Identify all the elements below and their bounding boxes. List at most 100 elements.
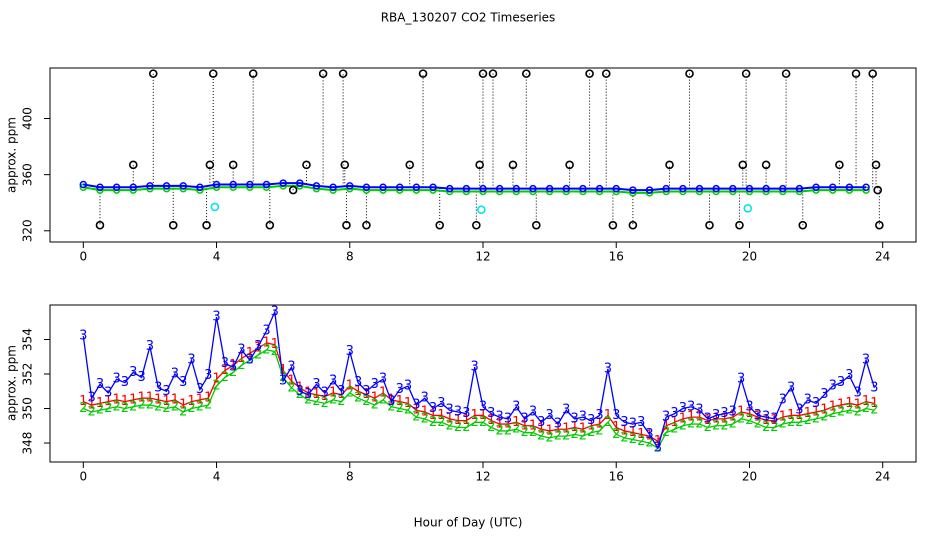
point-marker: 1 <box>795 408 803 423</box>
point-marker: 1 <box>487 413 495 428</box>
point-marker: 1 <box>512 415 520 430</box>
outlier-point <box>362 220 371 230</box>
data-point <box>346 182 354 190</box>
data-point <box>246 180 254 189</box>
point-marker: 2 <box>520 425 528 440</box>
point-marker: 3 <box>221 356 229 371</box>
point-marker: 2 <box>437 415 445 430</box>
point-marker: 1 <box>504 417 512 432</box>
point-marker: 1 <box>471 408 479 423</box>
point-marker: 3 <box>387 394 395 409</box>
data-point <box>429 183 437 192</box>
point-marker: 3 <box>246 353 254 368</box>
point-marker: 3 <box>329 373 337 388</box>
point-marker: 2 <box>87 404 95 419</box>
point-marker: 1 <box>579 422 587 437</box>
point-marker: 2 <box>237 358 245 373</box>
data-point <box>79 183 88 192</box>
point-marker: 3 <box>412 398 420 413</box>
point-marker: 3 <box>770 411 778 426</box>
point-marker: 2 <box>137 398 145 413</box>
data-point <box>479 184 487 193</box>
point-marker: 1 <box>154 392 162 407</box>
point-marker: 2 <box>837 404 845 419</box>
point-marker: 2 <box>104 401 112 416</box>
point-marker: 1 <box>629 425 637 440</box>
point-marker: 2 <box>570 427 578 442</box>
flagged-point <box>210 202 220 212</box>
outlier-point <box>95 220 105 230</box>
outlier-point <box>665 160 674 170</box>
point-marker: 1 <box>146 391 154 406</box>
point-marker: 2 <box>620 430 628 445</box>
point-marker: 3 <box>820 387 828 402</box>
point-marker: 2 <box>870 403 878 418</box>
point-marker: 1 <box>254 341 262 356</box>
x-axis-label: Hour of Day (UTC) <box>414 516 523 530</box>
point-marker: 3 <box>321 385 329 400</box>
point-marker: 2 <box>479 415 487 430</box>
point-marker: 2 <box>454 420 462 435</box>
point-marker: 2 <box>162 401 170 416</box>
point-marker: 3 <box>254 339 262 354</box>
point-marker: 3 <box>396 382 404 397</box>
point-marker: 2 <box>346 385 354 400</box>
point-marker: 3 <box>729 404 737 419</box>
point-marker: 3 <box>204 368 212 383</box>
point-marker: 2 <box>595 423 603 438</box>
point-marker: 2 <box>229 365 237 380</box>
point-marker: 2 <box>504 423 512 438</box>
data-point <box>329 183 337 192</box>
point-marker: 1 <box>804 406 812 421</box>
point-marker: 1 <box>687 410 695 425</box>
point-marker: 1 <box>129 392 137 407</box>
point-marker: 1 <box>562 422 570 437</box>
point-marker: 3 <box>429 401 437 416</box>
point-marker: 3 <box>262 323 270 338</box>
flagged-point <box>477 205 486 215</box>
data-point <box>212 180 221 189</box>
point-marker: 2 <box>154 399 162 414</box>
point-marker: 2 <box>820 410 828 425</box>
point-marker: 1 <box>104 394 112 409</box>
point-marker: 1 <box>695 410 703 425</box>
x-tick-label: 24 <box>875 470 890 484</box>
point-marker: 2 <box>487 420 495 435</box>
x-tick-label: 0 <box>79 250 87 264</box>
point-marker: 1 <box>87 398 95 413</box>
point-marker: 2 <box>262 342 270 357</box>
point-marker: 3 <box>845 368 853 383</box>
point-marker: 2 <box>579 429 587 444</box>
point-marker: 2 <box>387 399 395 414</box>
point-marker: 1 <box>737 404 745 419</box>
point-marker: 3 <box>504 411 512 426</box>
point-marker: 1 <box>321 389 329 404</box>
outlier-point <box>128 160 138 170</box>
y-tick-label: 320 <box>21 219 35 242</box>
outlier-point <box>628 220 638 230</box>
y-tick-label: 350 <box>21 397 35 420</box>
point-marker: 2 <box>96 403 104 418</box>
point-marker: 1 <box>570 420 578 435</box>
point-marker: 2 <box>421 411 429 426</box>
point-marker: 2 <box>221 370 229 385</box>
chart-title: RBA_130207 CO2 Timeseries <box>381 11 556 25</box>
point-marker: 3 <box>379 372 387 387</box>
point-marker: 1 <box>779 410 787 425</box>
point-marker: 2 <box>587 425 595 440</box>
y-tick-label: 360 <box>21 163 35 186</box>
point-marker: 2 <box>554 429 562 444</box>
x-tick-label: 12 <box>475 470 490 484</box>
point-marker: 1 <box>529 418 537 433</box>
outlier-point <box>601 69 611 78</box>
point-marker: 1 <box>537 422 545 437</box>
point-marker: 1 <box>820 403 828 418</box>
point-marker: 1 <box>704 413 712 428</box>
plot-area: 1 1 1 1 1 1 1 1 1 1 1 1 1 1 1 111 1 1 1 1 1 111 1 1 1 1 1 11 1 1 1 1 1 1 1… <box>79 305 878 456</box>
point-marker: 1 <box>479 408 487 423</box>
point-marker: 2 <box>121 401 129 416</box>
outlier-point <box>868 69 878 78</box>
point-marker: 2 <box>271 344 279 359</box>
point-marker: 2 <box>720 418 728 433</box>
point-marker: 2 <box>829 406 837 421</box>
